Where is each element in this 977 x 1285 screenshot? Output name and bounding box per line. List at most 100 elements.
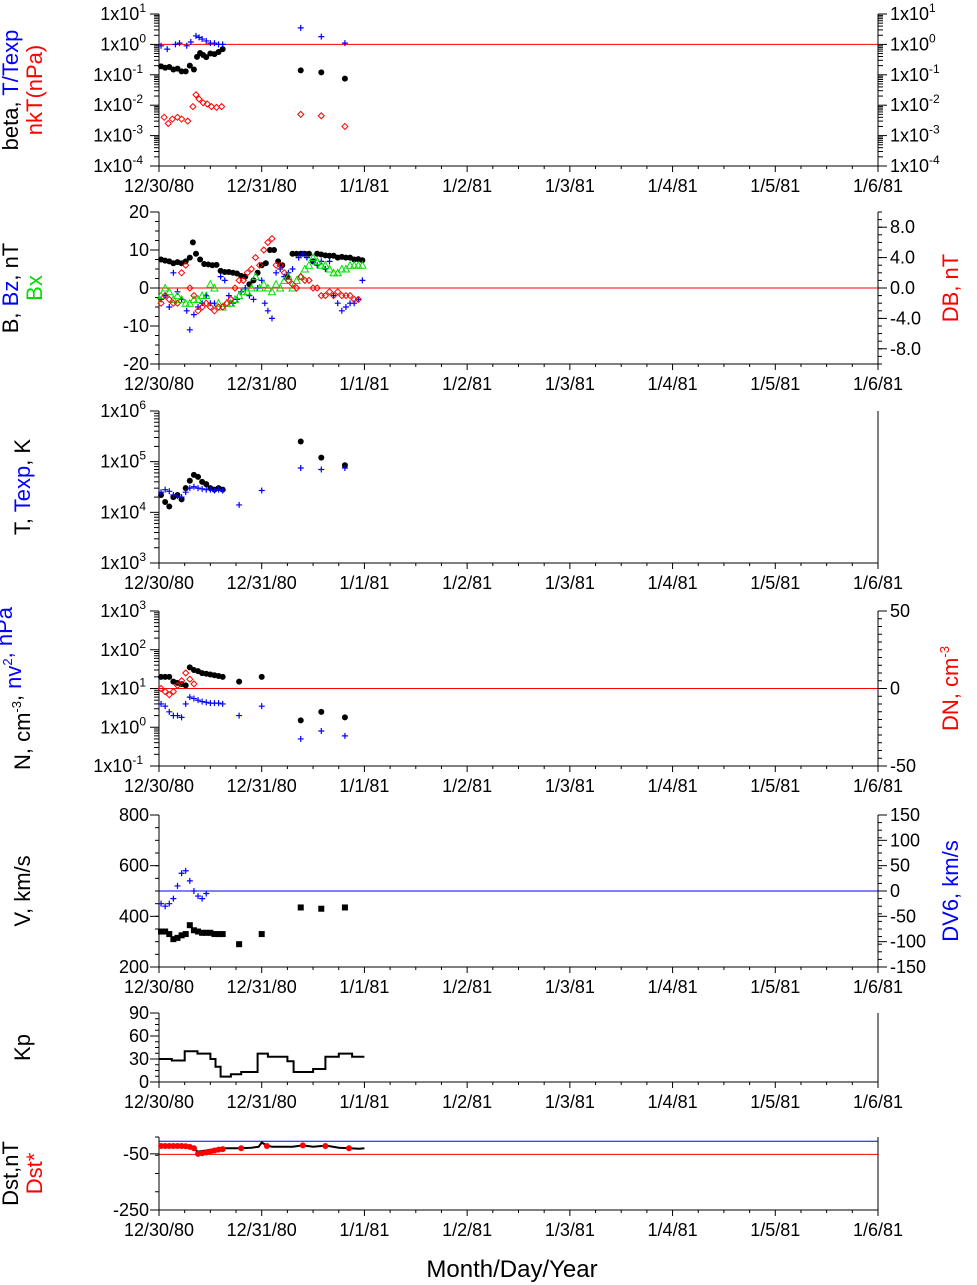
data-point (271, 279, 281, 288)
data-point (181, 261, 190, 269)
data-point (322, 1142, 329, 1149)
y-axis-title: T, Texp, K (10, 439, 35, 536)
data-point (182, 867, 189, 874)
data-point (260, 246, 268, 254)
panel-kp: 12/30/80 12/31/80 1/1/81 1/2/81 1/3/81 1/4/81… (10, 1003, 903, 1112)
data-point (342, 304, 349, 310)
data-point (202, 299, 210, 307)
x-tick-label: 1/5/81 (750, 573, 800, 593)
data-point (162, 498, 169, 505)
data-point (268, 234, 276, 243)
data-point (234, 291, 244, 300)
x-tick-label: 1/5/81 (750, 977, 800, 997)
data-point (297, 904, 304, 911)
panel-temperature: 12/30/80 12/31/80 1/1/81 1/2/81 1/3/81 1/4/81… (10, 398, 903, 593)
data-point (250, 296, 257, 303)
y-tick-label-right: 0.0 (890, 278, 915, 298)
x-tick-label: 1/4/81 (648, 977, 698, 997)
data-point (166, 673, 173, 680)
data-point (166, 900, 173, 907)
data-point (259, 279, 269, 288)
data-point (199, 698, 206, 705)
x-tick-label: 1/4/81 (648, 573, 698, 593)
data-point (201, 291, 211, 300)
data-point (195, 928, 202, 935)
data-point (333, 268, 343, 277)
data-point (161, 687, 169, 696)
data-point (195, 697, 202, 704)
data-point (158, 1142, 165, 1149)
right-axis-title: DN, cm-3 (937, 646, 963, 731)
data-point (263, 283, 273, 292)
x-tick-label: 12/30/80 (124, 176, 194, 196)
data-point (338, 307, 345, 314)
y-axis-title-part: V, km/s (10, 855, 35, 926)
data-point (158, 928, 165, 935)
y-tick-label: 30 (129, 1049, 149, 1069)
data-point (211, 931, 218, 938)
data-point (174, 882, 181, 889)
y-tick-label-right: -8.0 (890, 339, 921, 359)
x-tick-label: 1/4/81 (648, 1092, 698, 1112)
y-tick-label: 400 (119, 906, 149, 926)
y-axis-title-part: beta, (0, 96, 23, 151)
x-tick-label: 1/2/81 (442, 977, 492, 997)
y-tick-label: -250 (113, 1200, 149, 1220)
x-tick-label: 1/1/81 (339, 776, 389, 796)
data-point (195, 485, 202, 492)
x-tick-label: 12/31/80 (227, 573, 297, 593)
data-point (211, 487, 218, 494)
data-point (170, 936, 177, 943)
y-tick-exponent: 3 (139, 550, 146, 564)
data-point (183, 307, 190, 314)
data-point (186, 477, 193, 484)
y-tick-label: 10 (129, 240, 149, 260)
data-point (280, 269, 289, 277)
data-point (258, 487, 265, 494)
data-point (186, 284, 194, 292)
y-tick-mantissa: 1x10 (100, 553, 139, 573)
data-point (178, 68, 185, 75)
y-axis-title-part: , nPa (0, 606, 17, 658)
data-point (165, 690, 173, 699)
data-point (162, 903, 169, 910)
data-point (317, 112, 325, 120)
data-point (207, 102, 216, 111)
data-point (308, 253, 318, 262)
data-point (271, 247, 278, 253)
data-point (239, 276, 247, 285)
data-point (263, 1142, 270, 1149)
x-tick-label: 1/3/81 (545, 977, 595, 997)
data-point (164, 119, 172, 128)
data-point (284, 276, 293, 285)
y-tick-mantissa: 1x10 (100, 452, 139, 472)
data-point (255, 283, 264, 292)
y-tick-label: 1x10-3 (93, 123, 143, 146)
y-tick-label: 20 (129, 202, 149, 222)
data-point (346, 291, 354, 300)
y-axis-title-part: B, (0, 306, 23, 333)
y-tick-mantissa: 1x10 (100, 4, 139, 24)
data-point (353, 260, 363, 269)
data-point (190, 695, 197, 702)
y-tick-label: 200 (119, 957, 149, 977)
data-point (346, 1145, 353, 1152)
data-point (181, 669, 190, 677)
x-tick-label: 12/30/80 (124, 374, 194, 394)
data-point (276, 261, 284, 269)
data-point (173, 681, 182, 690)
data-point (304, 260, 314, 269)
panel-beta: 12/30/80 12/31/80 1/1/81 1/2/81 1/3/81 1/4/81… (0, 1, 940, 196)
data-point (225, 292, 232, 299)
y-tick-label-right: -50 (890, 756, 916, 776)
data-point (172, 41, 179, 48)
data-point (196, 34, 203, 41)
data-point (236, 712, 243, 719)
data-point (341, 40, 348, 47)
data-point (341, 732, 348, 739)
data-point (192, 250, 199, 257)
data-point (211, 40, 218, 47)
data-point (182, 700, 189, 707)
data-point (170, 269, 177, 276)
